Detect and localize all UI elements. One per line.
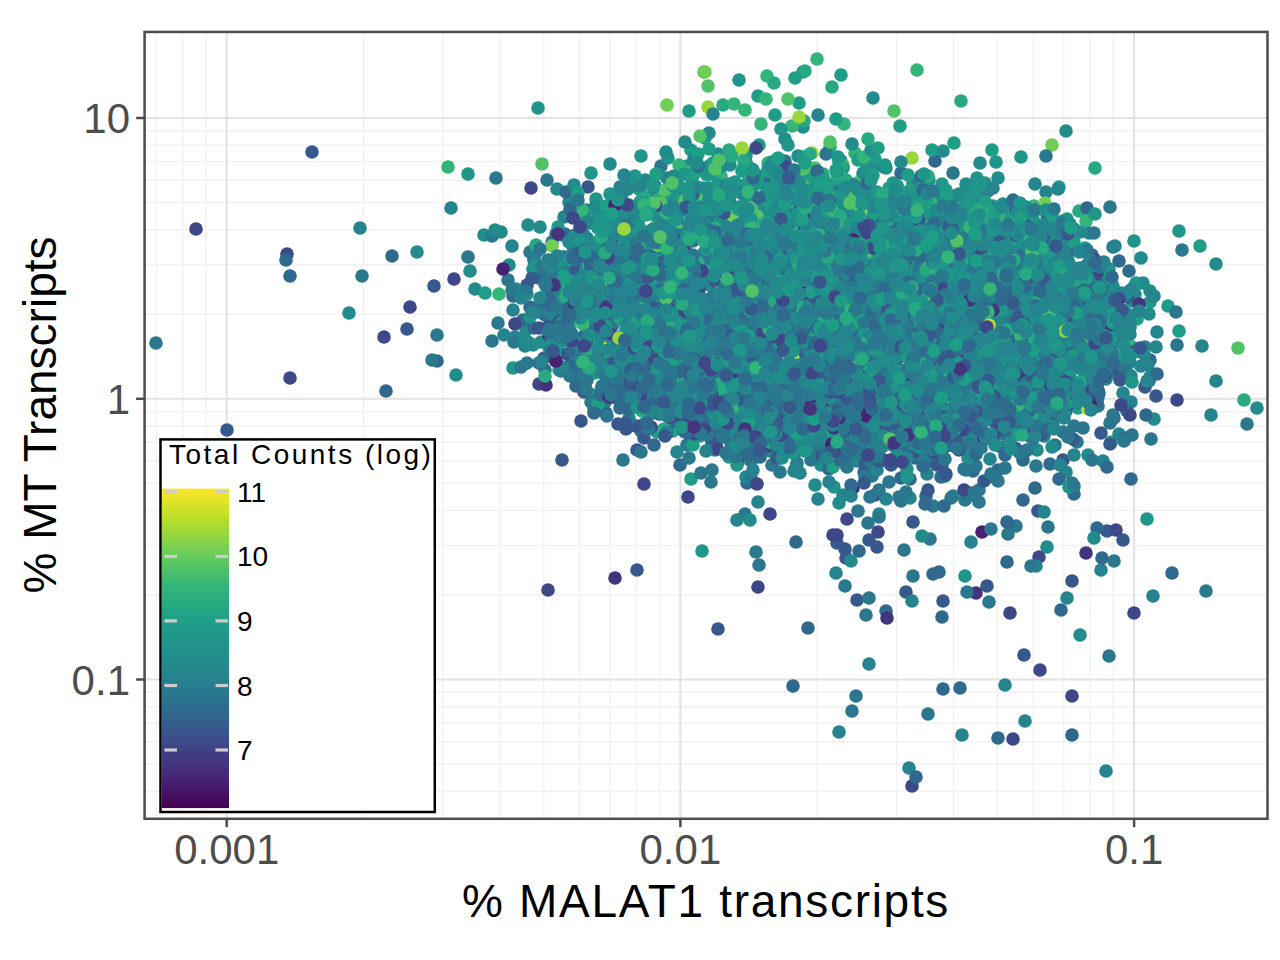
svg-text:% MALAT1 transcripts: % MALAT1 transcripts [462, 875, 950, 927]
svg-text:0.1: 0.1 [1105, 826, 1163, 873]
svg-text:10: 10 [83, 95, 130, 142]
svg-text:0.001: 0.001 [174, 826, 279, 873]
svg-text:0.1: 0.1 [72, 657, 130, 704]
svg-text:10: 10 [237, 541, 268, 572]
svg-text:0.01: 0.01 [640, 826, 722, 873]
svg-text:1: 1 [107, 376, 130, 423]
svg-text:% MT Transcripts: % MT Transcripts [14, 237, 66, 594]
svg-text:8: 8 [237, 671, 253, 702]
svg-text:7: 7 [237, 735, 253, 766]
svg-text:Total Counts (log): Total Counts (log) [169, 439, 433, 470]
svg-text:11: 11 [237, 477, 266, 508]
svg-text:9: 9 [237, 606, 253, 637]
